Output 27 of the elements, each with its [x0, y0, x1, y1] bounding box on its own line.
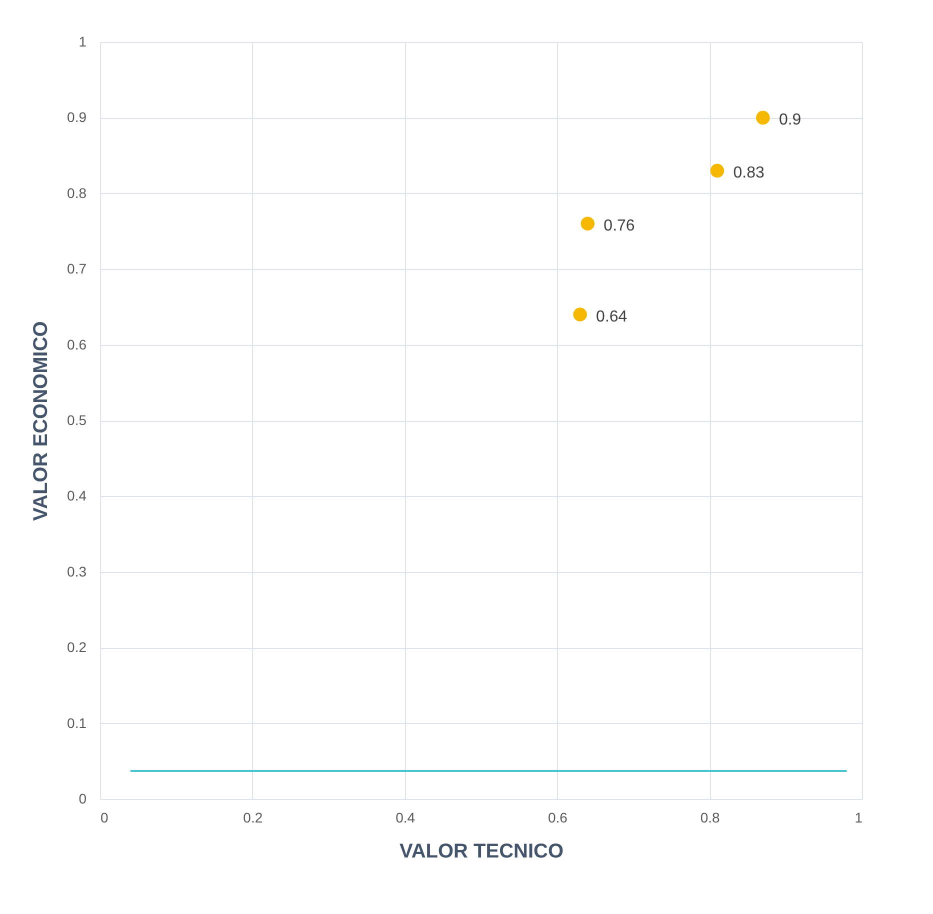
y-tick-label: 0.9	[67, 109, 87, 126]
y-axis-title: VALOR ECONOMICO	[30, 321, 52, 521]
point	[573, 308, 587, 322]
y-tick-label: 0.4	[67, 488, 87, 504]
point	[710, 164, 724, 178]
x-tick-label: 0.8	[700, 810, 720, 826]
y-tick-label: 0.2	[67, 639, 87, 656]
x-axis-title: VALOR TECNICO	[399, 840, 564, 862]
y-tick-label: 0.1	[67, 714, 87, 731]
y-tick-label: 0	[78, 790, 87, 806]
x-tick-label: 1	[854, 810, 863, 826]
y-tick-label: 0.6	[67, 336, 87, 352]
point	[580, 216, 595, 231]
data-label: 0.64	[596, 308, 628, 326]
x-tick-label: 0.6	[548, 810, 568, 826]
point	[756, 110, 770, 125]
data-label: 0.83	[733, 164, 764, 182]
y-tick-label: 0.3	[67, 563, 87, 580]
y-tick-label: 0.5	[67, 412, 87, 428]
y-tick-label: 0.8	[67, 184, 87, 201]
x-tick-label: 0.4	[396, 810, 416, 826]
y-tick-label: 1	[78, 34, 87, 50]
data-label: 0.9	[778, 112, 802, 129]
x-tick-label: 0	[100, 810, 108, 826]
x-tick-label: 0.2	[243, 810, 263, 826]
y-tick-label: 0.7	[67, 260, 87, 277]
data-label: 0.76	[604, 218, 635, 235]
